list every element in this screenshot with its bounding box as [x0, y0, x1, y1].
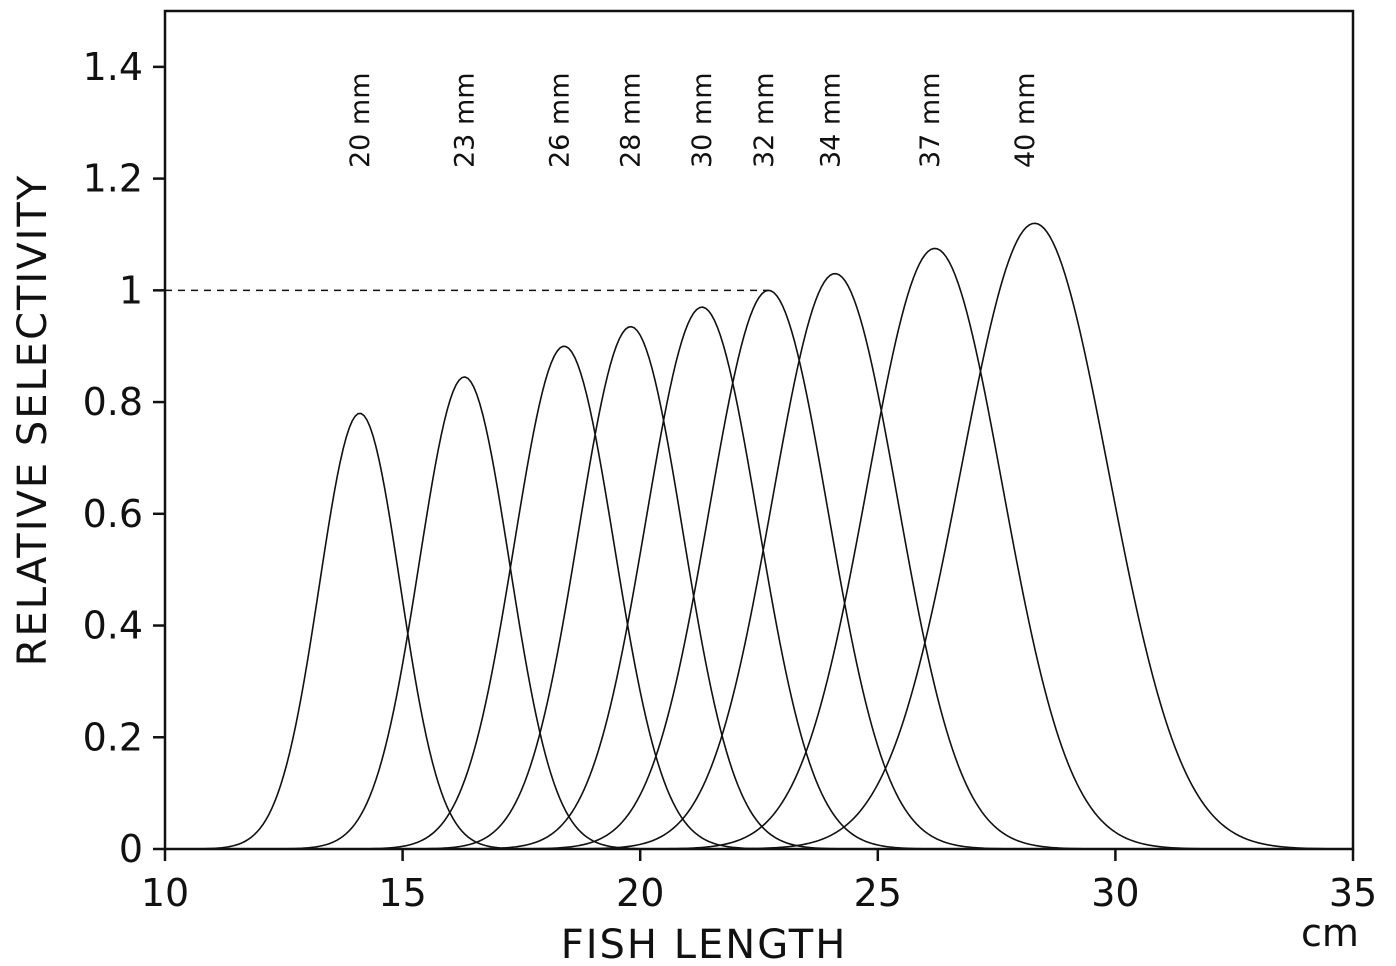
x-axis: 10 15 20 25 30 35	[141, 849, 1377, 915]
y-tick-label-3: 0.6	[83, 492, 143, 536]
y-tick-label-5: 1	[119, 268, 143, 312]
mesh-size-labels: 20 mm 23 mm 26 mm 28 mm 30 mm 32 mm 34 mm 37 mm…	[345, 72, 1041, 168]
y-axis-title: RELATIVE SELECTIVITY	[10, 174, 56, 667]
x-axis-title: FISH LENGTH	[561, 922, 848, 966]
y-tick-label-7: 1.4	[83, 45, 143, 89]
y-axis: 0 0.2 0.4 0.6 0.8 1 1.2 1.4	[83, 45, 165, 871]
series-label-7: 37 mm	[915, 72, 946, 168]
x-tick-label-0: 10	[141, 871, 189, 915]
plot-frame	[163, 9, 1355, 851]
series-label-8: 40 mm	[1010, 72, 1041, 168]
y-tick-label-2: 0.4	[83, 604, 143, 648]
series-label-0: 20 mm	[345, 72, 376, 168]
series-label-4: 30 mm	[687, 72, 718, 168]
curves-group	[164, 222, 1354, 850]
series-line-0	[164, 412, 1353, 850]
series-line-6	[165, 272, 1353, 850]
x-axis-unit: cm	[1301, 911, 1359, 955]
series-line-3	[165, 325, 1353, 850]
y-tick-label-1: 0.2	[83, 715, 143, 759]
y-tick-label-0: 0	[119, 827, 143, 871]
y-tick-label-4: 0.8	[83, 380, 143, 424]
series-label-6: 34 mm	[815, 72, 846, 168]
x-tick-label-3: 25	[854, 871, 902, 915]
x-tick-label-4: 30	[1091, 871, 1139, 915]
series-label-1: 23 mm	[449, 72, 480, 168]
y-tick-label-6: 1.2	[83, 157, 143, 201]
series-line-4	[165, 306, 1353, 850]
series-label-2: 26 mm	[544, 72, 575, 168]
x-tick-label-5: 35	[1329, 871, 1377, 915]
x-tick-label-2: 20	[616, 871, 664, 915]
series-label-3: 28 mm	[616, 72, 647, 168]
series-line-8	[165, 222, 1354, 850]
series-line-7	[165, 247, 1353, 850]
series-line-2	[165, 345, 1353, 850]
series-label-5: 32 mm	[749, 72, 780, 168]
x-tick-label-1: 15	[378, 871, 426, 915]
